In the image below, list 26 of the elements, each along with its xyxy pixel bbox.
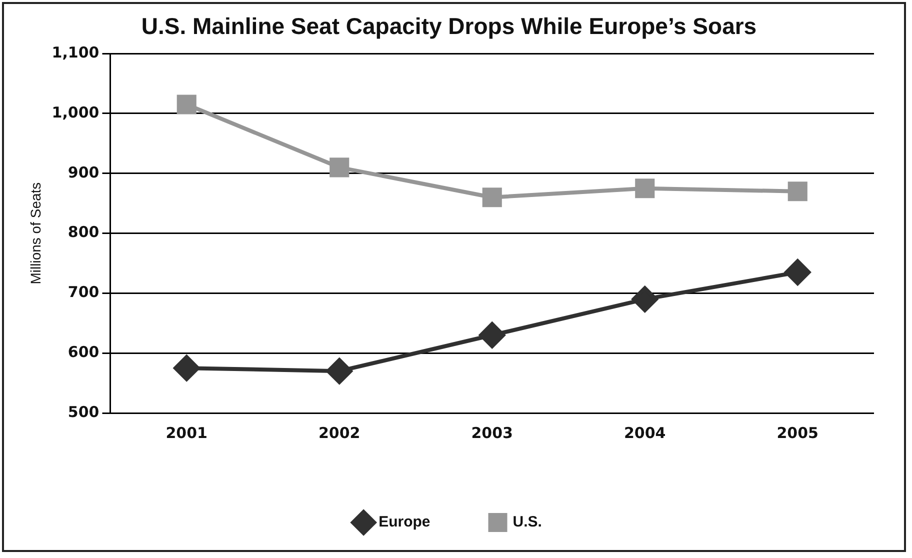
y-tick-label: 700: [68, 283, 100, 302]
point: [326, 358, 352, 384]
point: [174, 355, 200, 382]
y-tick-label: 600: [68, 342, 100, 361]
point: [479, 322, 506, 348]
point: [784, 259, 811, 286]
point: [632, 286, 658, 312]
point: [635, 178, 655, 198]
y-tick-label: 800: [68, 223, 100, 242]
point: [482, 188, 502, 208]
y-tick-label: 900: [68, 163, 100, 182]
legend-label: Europe: [378, 514, 430, 531]
x-tick-label: 2001: [166, 424, 208, 442]
point: [788, 182, 808, 202]
point: [176, 94, 196, 114]
legend-label: U.S.: [512, 514, 542, 531]
chart-title: U.S. Mainline Seat Capacity Drops While Europe’s Soars: [141, 13, 757, 40]
x-tick-label: 2004: [624, 424, 666, 442]
y-axis-title: Millions of Seats: [27, 182, 44, 284]
y-tick-label: 500: [68, 402, 100, 421]
x-tick-label: 2003: [471, 424, 513, 442]
x-tick-label: 2005: [776, 424, 818, 442]
y-tick-label: 1,100: [52, 43, 100, 62]
x-tick-label: 2002: [318, 424, 360, 442]
y-tick-label: 1,000: [52, 103, 100, 122]
point: [330, 158, 350, 178]
